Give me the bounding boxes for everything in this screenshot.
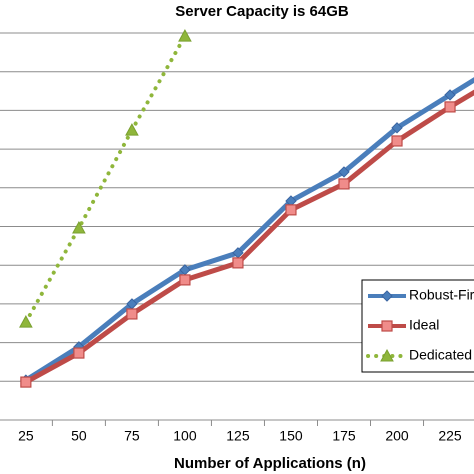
- marker: [19, 315, 33, 328]
- marker: [380, 348, 394, 362]
- legend-label: Ideal: [409, 317, 439, 333]
- marker: [381, 320, 393, 332]
- marker: [232, 257, 244, 269]
- marker: [72, 221, 86, 234]
- x-tick-label: 75: [124, 428, 140, 444]
- x-tick-label: 25: [18, 428, 34, 444]
- marker: [391, 135, 403, 147]
- x-tick-label: 225: [438, 428, 462, 444]
- x-axis-label: Number of Applications (n): [174, 455, 366, 472]
- x-tick-label: 125: [226, 428, 250, 444]
- marker: [444, 101, 456, 113]
- marker: [126, 308, 138, 320]
- series-line: [24, 89, 474, 385]
- marker: [444, 89, 456, 101]
- marker: [391, 122, 403, 134]
- marker: [20, 376, 32, 388]
- legend-label: Dedicated: [409, 347, 472, 363]
- plot-area: [19, 29, 474, 388]
- marker: [178, 29, 192, 42]
- x-tick-label: 200: [385, 428, 409, 444]
- legend-label: Robust-First: [409, 287, 474, 303]
- marker: [338, 178, 350, 190]
- marker: [125, 123, 139, 136]
- chart-title: Server Capacity is 64GB: [175, 3, 349, 20]
- x-tick-label: 100: [173, 428, 197, 444]
- legend: Robust-First Ideal Dedicated: [361, 279, 474, 373]
- x-tick-label: 175: [332, 428, 356, 444]
- marker: [179, 274, 191, 286]
- series-line: [23, 34, 187, 325]
- marker: [338, 166, 350, 178]
- x-tick-label: 50: [71, 428, 87, 444]
- x-tick-label: 150: [279, 428, 303, 444]
- marker: [73, 347, 85, 359]
- series-line: [24, 77, 474, 383]
- marker: [285, 204, 297, 216]
- marker: [381, 290, 393, 302]
